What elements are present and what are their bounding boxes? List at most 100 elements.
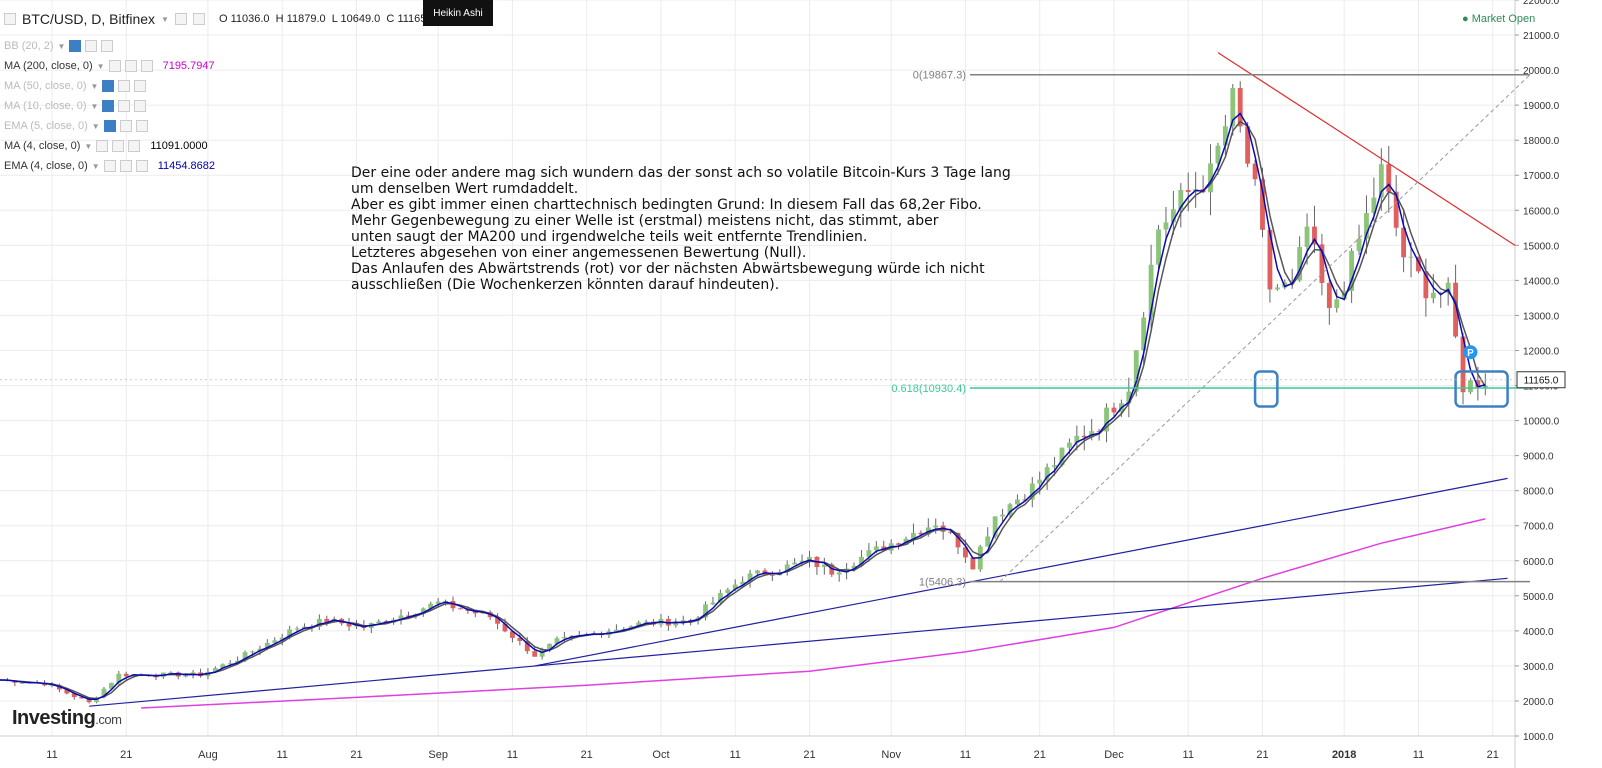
close-icon[interactable] <box>101 40 114 52</box>
investing-logo: Investing.com <box>12 707 122 729</box>
x-tick-label: Dec <box>1104 749 1124 761</box>
settings-icon[interactable] <box>85 40 98 52</box>
eye-icon[interactable] <box>103 160 116 172</box>
candle-body <box>963 547 968 558</box>
candle-body <box>911 532 916 539</box>
caret-down-icon[interactable]: ▼ <box>161 14 169 24</box>
candle-body <box>168 672 174 674</box>
indicator-label: MA (50, close, 0) <box>4 80 87 92</box>
indicator-row[interactable]: MA (200, close, 0) ▼ 7195.7947 <box>4 60 215 72</box>
candle-body <box>799 561 805 563</box>
settings-icon[interactable] <box>174 13 187 25</box>
close-icon[interactable] <box>192 13 205 25</box>
ema4-line <box>0 112 1486 701</box>
annotation-note: Der eine oder andere mag sich wundern da… <box>351 165 1011 293</box>
close-icon[interactable] <box>140 60 153 72</box>
candle-body <box>1393 191 1399 228</box>
candle-body <box>264 642 270 649</box>
current-price-label: 11165.0 <box>1524 376 1559 387</box>
y-tick-label: 20000.0 <box>1523 66 1560 77</box>
trend-line <box>534 477 1508 667</box>
indicator-row[interactable]: BB (20, 2) ▼ <box>4 40 114 52</box>
candle-body <box>64 689 70 694</box>
indicator-row[interactable]: EMA (5, close, 0) ▼ <box>4 120 148 132</box>
caret-down-icon[interactable]: ▼ <box>90 101 99 111</box>
candle-body <box>717 593 723 603</box>
candle-body <box>1378 164 1384 198</box>
candle-body <box>613 629 619 632</box>
x-tick-label: 11 <box>1183 749 1194 761</box>
candle-body <box>1252 163 1258 180</box>
indicator-row[interactable]: MA (4, close, 0) ▼ 11091.0000 <box>4 140 208 152</box>
y-tick-label: 18000.0 <box>1523 136 1560 147</box>
indicator-row[interactable]: MA (10, close, 0) ▼ <box>4 100 147 112</box>
candle-body <box>227 663 233 665</box>
eye-icon[interactable] <box>108 60 121 72</box>
candle-body <box>1096 431 1102 433</box>
close-icon[interactable] <box>135 120 148 132</box>
candle-body <box>406 615 411 617</box>
settings-icon[interactable] <box>124 60 137 72</box>
ohlc-readout: O 11036.0 H 11879.0 L 10649.0 C 11165.0 <box>218 13 436 25</box>
y-tick-label: 19000.0 <box>1523 101 1560 112</box>
candle-body <box>732 584 738 590</box>
candle-body <box>294 628 300 630</box>
x-tick-label: Aug <box>198 749 218 761</box>
candle-body <box>1066 442 1072 448</box>
indicator-row[interactable]: EMA (4, close, 0) ▼ 11454.8682 <box>4 160 215 172</box>
close-icon[interactable] <box>135 160 148 172</box>
caret-down-icon[interactable]: ▼ <box>96 61 105 71</box>
x-tick-label: 21 <box>350 749 362 761</box>
close-icon[interactable] <box>134 100 147 112</box>
x-tick-label: 21 <box>803 749 815 761</box>
chart-style-badge[interactable]: Heikin Ashi <box>423 0 493 26</box>
settings-icon[interactable] <box>118 100 131 112</box>
x-tick-label: 2018 <box>1332 749 1356 761</box>
caret-down-icon[interactable]: ▼ <box>57 41 66 51</box>
settings-icon[interactable] <box>118 80 131 92</box>
settings-icon[interactable] <box>119 120 132 132</box>
caret-down-icon[interactable]: ▼ <box>91 121 100 131</box>
candle-body <box>836 572 842 575</box>
eye-icon[interactable] <box>69 40 82 52</box>
candle-body <box>19 682 25 684</box>
market-status: ● Market Open <box>1462 13 1536 25</box>
eye-icon[interactable] <box>103 120 116 132</box>
indicator-label: BB (20, 2) <box>4 40 54 52</box>
caret-down-icon[interactable]: ▼ <box>84 141 93 151</box>
eye-icon[interactable] <box>96 140 109 152</box>
current-price-tag <box>1516 371 1566 389</box>
candle-body <box>896 543 902 545</box>
candle-body <box>547 643 552 650</box>
candle-body <box>703 604 708 618</box>
close-icon[interactable] <box>128 140 141 152</box>
eye-icon[interactable] <box>102 100 115 112</box>
symbol-title[interactable]: BTC/USD, D, Bitfinex <box>22 11 156 27</box>
candle-body <box>1059 447 1065 466</box>
candle-body <box>108 682 114 689</box>
indicator-row[interactable]: MA (50, close, 0) ▼ <box>4 80 147 92</box>
caret-down-icon[interactable]: ▼ <box>90 81 99 91</box>
candle-body <box>101 688 107 698</box>
settings-icon[interactable] <box>112 140 125 152</box>
candle-body <box>1423 271 1429 299</box>
candle-body <box>1037 479 1043 484</box>
caret-down-icon[interactable]: ▼ <box>91 161 100 171</box>
candle-body <box>970 557 976 570</box>
highlight-box <box>1253 370 1279 408</box>
candle-body <box>1230 88 1236 127</box>
candle-body <box>1081 435 1087 438</box>
settings-icon[interactable] <box>119 160 132 172</box>
collapse-icon[interactable] <box>4 13 16 25</box>
x-tick-label: 21 <box>120 749 132 761</box>
candle-body <box>955 532 961 548</box>
candle-body <box>1289 280 1295 283</box>
candle-body <box>1386 164 1392 192</box>
close-icon[interactable] <box>134 80 147 92</box>
x-tick-label: Sep <box>428 749 448 761</box>
candle-body <box>71 693 77 698</box>
x-tick-label: 21 <box>1487 749 1499 761</box>
eye-icon[interactable] <box>102 80 115 92</box>
candle-body <box>1267 229 1273 290</box>
